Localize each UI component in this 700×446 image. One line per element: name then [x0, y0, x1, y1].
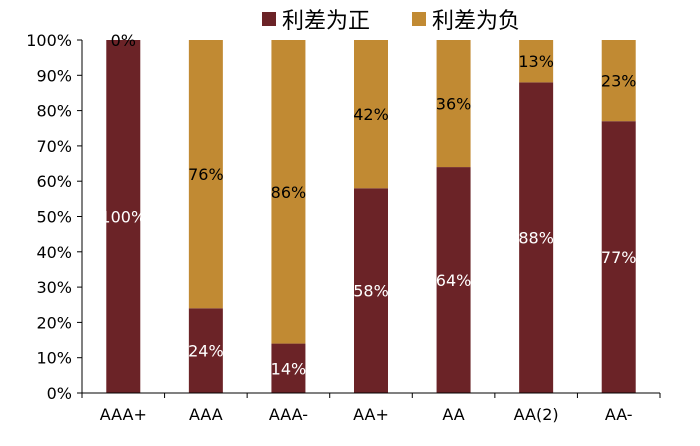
bar-aa-series-1	[354, 188, 388, 393]
bars-group	[106, 40, 636, 394]
legend-label-series-1: 利差为正	[282, 9, 370, 34]
x-tick-label-aaa: AAA	[189, 405, 223, 424]
data-label-aa-series-1: 64%	[436, 271, 472, 290]
legend-swatch-series-2	[412, 12, 426, 26]
x-tick-label-aa: AA-	[605, 405, 633, 424]
bar-aa-series-2	[436, 40, 471, 168]
bar-aa-2-series-2	[519, 40, 554, 83]
bar-aa-series-1	[436, 167, 471, 393]
y-tick-label: 70%	[36, 137, 72, 156]
legend-label-series-2: 利差为负	[432, 9, 520, 34]
legend: 利差为正 利差为负	[262, 9, 520, 34]
bar-aa-series-2	[601, 40, 636, 122]
data-label-aa-series-1: 77%	[601, 248, 637, 267]
y-tick-label: 50%	[36, 208, 72, 227]
data-label-aa-series-2: 23%	[601, 72, 637, 91]
bar-aa-series-1	[601, 121, 636, 393]
bar-aaa-series-1	[188, 308, 223, 393]
data-label-aaa-series-2: 76%	[188, 165, 224, 184]
data-label-aaa-series-1: 14%	[271, 359, 307, 378]
y-tick-label: 20%	[36, 313, 72, 332]
x-tick-label-aa: AA+	[353, 405, 389, 424]
data-label-aa-series-2: 42%	[353, 105, 389, 124]
y-tick-label: 0%	[47, 384, 72, 403]
bar-aaa-series-2	[271, 40, 306, 344]
y-tick-label: 30%	[36, 278, 72, 297]
y-tick-label: 100%	[26, 31, 72, 50]
y-tick-label: 80%	[36, 102, 72, 121]
data-label-aaa-series-1: 100%	[100, 208, 146, 227]
data-label-aaa-series-2: 86%	[271, 183, 307, 202]
data-label-aaa-series-2: 0%	[111, 31, 136, 50]
y-tick-label: 40%	[36, 243, 72, 262]
data-label-aaa-series-1: 24%	[188, 342, 224, 361]
axes-group: 0%10%20%30%40%50%60%70%80%90%100%AAA+ AAA…	[26, 31, 661, 424]
data-label-aa-2-series-2: 13%	[518, 52, 554, 71]
bar-aaa-series-1	[271, 343, 306, 393]
y-tick-label: 90%	[36, 66, 72, 85]
bar-aa-series-2	[354, 40, 388, 189]
x-tick-label-aaa: AAA-	[269, 405, 308, 424]
x-tick-label-aaa: AAA+	[100, 405, 147, 424]
y-tick-label: 60%	[36, 172, 72, 191]
legend-swatch-series-1	[262, 12, 276, 26]
bar-labels-group: 100% 0% 24% 76% 14% 86% 58% 42% 64% 36% 88% 13% 77% 2…	[100, 31, 636, 378]
x-tick-label-aa-2: AA(2)	[514, 405, 559, 424]
x-tick-label-aa: AA	[442, 405, 464, 424]
bar-aa-2-series-1	[519, 82, 554, 394]
bar-aaa-series-1	[106, 40, 141, 393]
data-label-aa-series-1: 58%	[353, 282, 389, 301]
data-label-aa-series-2: 36%	[436, 95, 472, 114]
data-label-aa-2-series-1: 88%	[518, 229, 554, 248]
y-tick-label: 10%	[36, 349, 72, 368]
bar-aaa-series-2	[188, 40, 223, 309]
